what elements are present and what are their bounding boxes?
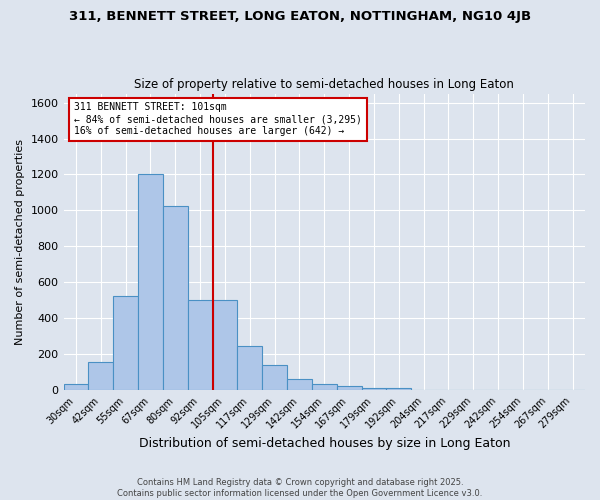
Bar	[64, 384, 88, 390]
Bar	[287, 380, 312, 390]
Bar	[238, 346, 262, 391]
Bar	[113, 296, 138, 390]
Bar	[163, 206, 188, 390]
Bar	[212, 300, 238, 390]
Text: 311 BENNETT STREET: 101sqm
← 84% of semi-detached houses are smaller (3,295)
16%: 311 BENNETT STREET: 101sqm ← 84% of semi…	[74, 102, 362, 136]
Bar	[138, 174, 163, 390]
Text: 311, BENNETT STREET, LONG EATON, NOTTINGHAM, NG10 4JB: 311, BENNETT STREET, LONG EATON, NOTTING…	[69, 10, 531, 23]
Bar	[386, 388, 411, 390]
Bar	[337, 386, 362, 390]
Bar	[188, 300, 212, 390]
Y-axis label: Number of semi-detached properties: Number of semi-detached properties	[15, 139, 25, 345]
Text: Contains HM Land Registry data © Crown copyright and database right 2025.
Contai: Contains HM Land Registry data © Crown c…	[118, 478, 482, 498]
Bar	[262, 365, 287, 390]
Bar	[362, 388, 386, 390]
Bar	[312, 384, 337, 390]
X-axis label: Distribution of semi-detached houses by size in Long Eaton: Distribution of semi-detached houses by …	[139, 437, 510, 450]
Bar	[88, 362, 113, 390]
Title: Size of property relative to semi-detached houses in Long Eaton: Size of property relative to semi-detach…	[134, 78, 514, 91]
